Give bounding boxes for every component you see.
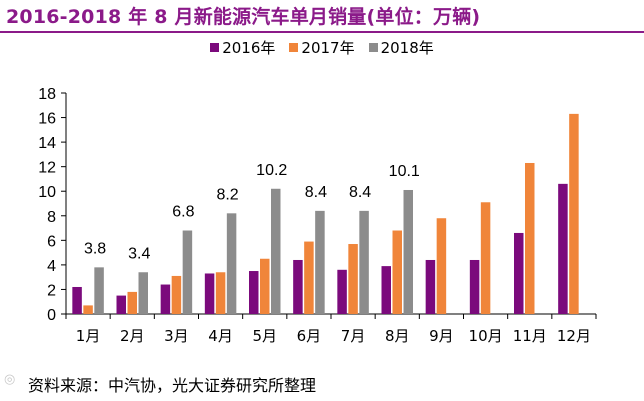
y-tick-label-6: 6	[47, 233, 56, 250]
watermark-icon: ◎	[4, 372, 16, 387]
bar-2017年-12月	[569, 113, 579, 314]
x-tick-label-11: 12月	[557, 327, 591, 345]
title-divider	[0, 31, 644, 33]
bar-2017年-1月	[83, 305, 93, 314]
legend-swatch-2016	[210, 43, 220, 52]
y-tick-label-12: 12	[38, 160, 56, 177]
bar-2016年-10月	[469, 259, 480, 314]
y-tick-label-10: 10	[38, 184, 56, 201]
bar-2017年-2月	[127, 291, 137, 314]
legend-item-2016: 2016年	[210, 37, 275, 58]
x-tick-label-9: 10月	[469, 327, 503, 345]
bar-2016年-3月	[160, 284, 171, 314]
y-tick-label-4: 4	[47, 258, 56, 275]
bar-2017年-8月	[392, 230, 402, 314]
bar-2016年-11月	[514, 232, 524, 314]
chart-title: 2016-2018 年 8 月新能源汽车单月销量(单位：万辆)	[6, 6, 481, 28]
bar-2018年-8月	[403, 189, 413, 314]
bar-2017年-3月	[171, 275, 182, 314]
y-tick-label-16: 16	[38, 111, 56, 128]
bar-2017年-10月	[480, 202, 491, 314]
bar-2018年-6月	[315, 210, 325, 314]
data-label-5月: 10.2	[256, 162, 287, 179]
bar-2017年-6月	[304, 241, 314, 314]
bar-2017年-7月	[348, 244, 358, 314]
y-tick-label-14: 14	[38, 135, 56, 152]
bar-2016年-1月	[72, 286, 82, 314]
x-tick-label-7: 8月	[385, 327, 410, 345]
data-label-2月: 3.4	[128, 245, 150, 262]
x-tick-label-6: 7月	[341, 327, 366, 345]
bar-2016年-5月	[249, 271, 259, 314]
y-tick-label-0: 0	[47, 307, 56, 324]
bar-2018年-4月	[226, 213, 237, 314]
bar-2018年-2月	[138, 272, 148, 314]
source-note: 资料来源：中汽协，光大证券研究所整理	[28, 376, 317, 395]
bar-2016年-2月	[116, 295, 126, 314]
legend-label-2018: 2018年	[380, 39, 434, 57]
bar-2017年-4月	[215, 272, 226, 314]
bar-2017年-11月	[525, 162, 535, 314]
data-label-6月: 8.4	[305, 184, 327, 201]
data-label-8月: 10.1	[389, 163, 420, 180]
bar-2018年-5月	[271, 188, 281, 314]
x-tick-label-5: 6月	[297, 327, 322, 345]
bar-2017年-5月	[260, 258, 270, 314]
bar-2016年-8月	[381, 266, 391, 314]
bar-2016年-9月	[425, 259, 436, 314]
x-tick-label-2: 3月	[164, 327, 189, 345]
legend-label-2017: 2017年	[301, 39, 355, 57]
bar-2016年-12月	[558, 183, 568, 314]
legend-label-2016: 2016年	[222, 39, 276, 57]
x-tick-label-3: 4月	[208, 327, 233, 345]
bar-2018年-3月	[182, 230, 193, 314]
data-label-1月: 3.8	[84, 240, 106, 257]
bar-2016年-4月	[204, 273, 215, 314]
data-label-3月: 6.8	[172, 204, 194, 221]
legend-swatch-2017	[289, 43, 299, 52]
y-tick-label-8: 8	[47, 209, 56, 226]
legend-swatch-2018	[368, 43, 378, 52]
x-tick-label-4: 5月	[252, 327, 277, 345]
bar-2016年-6月	[293, 259, 303, 314]
data-label-7月: 8.4	[349, 184, 371, 201]
legend-item-2018: 2018年	[368, 37, 434, 58]
x-tick-label-0: 1月	[76, 327, 101, 345]
x-tick-label-8: 9月	[429, 327, 454, 345]
bar-2018年-1月	[94, 267, 104, 314]
legend-item-2017: 2017年	[289, 37, 355, 58]
bar-2017年-9月	[436, 218, 447, 314]
bar-2018年-7月	[359, 210, 369, 314]
chart-legend: 2016年 2017年 2018年	[0, 37, 644, 58]
x-tick-label-10: 11月	[513, 327, 547, 345]
data-label-4月: 8.2	[216, 186, 238, 203]
y-tick-label-2: 2	[47, 282, 56, 299]
bar-2016年-7月	[337, 269, 347, 314]
y-tick-label-18: 18	[38, 86, 56, 103]
x-tick-label-1: 2月	[120, 327, 145, 345]
